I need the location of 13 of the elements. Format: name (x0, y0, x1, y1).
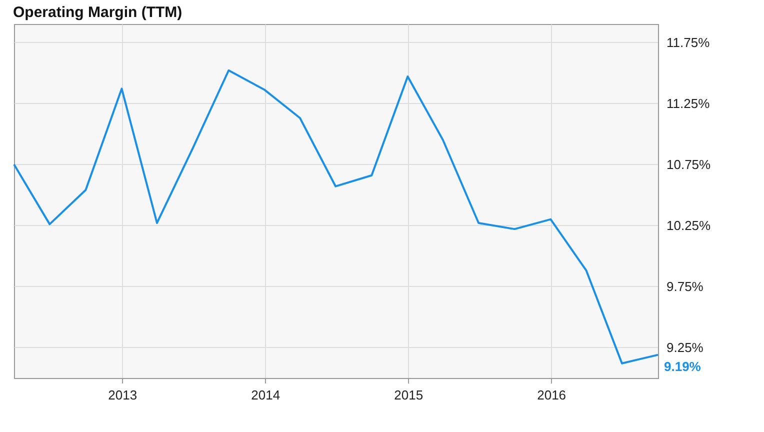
y-tick-label: 11.75% (666, 34, 710, 50)
y-tick-label: 10.25% (666, 218, 712, 233)
y-tick-label: 9.25% (666, 340, 704, 355)
x-tick-label: 2016 (537, 388, 566, 402)
x-tick-label: 2013 (108, 388, 138, 402)
y-tick-label: 9.75% (666, 278, 704, 294)
line-series (13, 69, 659, 364)
x-tick-label: 2014 (251, 388, 280, 402)
chart-title: Operating Margin (TTM) (13, 4, 182, 21)
x-tick-label: 2015 (394, 388, 424, 402)
y-tick-label: 10.75% (666, 156, 712, 172)
y-tick-label: 11.25% (666, 96, 710, 111)
data-label: 9.19% (664, 358, 702, 374)
